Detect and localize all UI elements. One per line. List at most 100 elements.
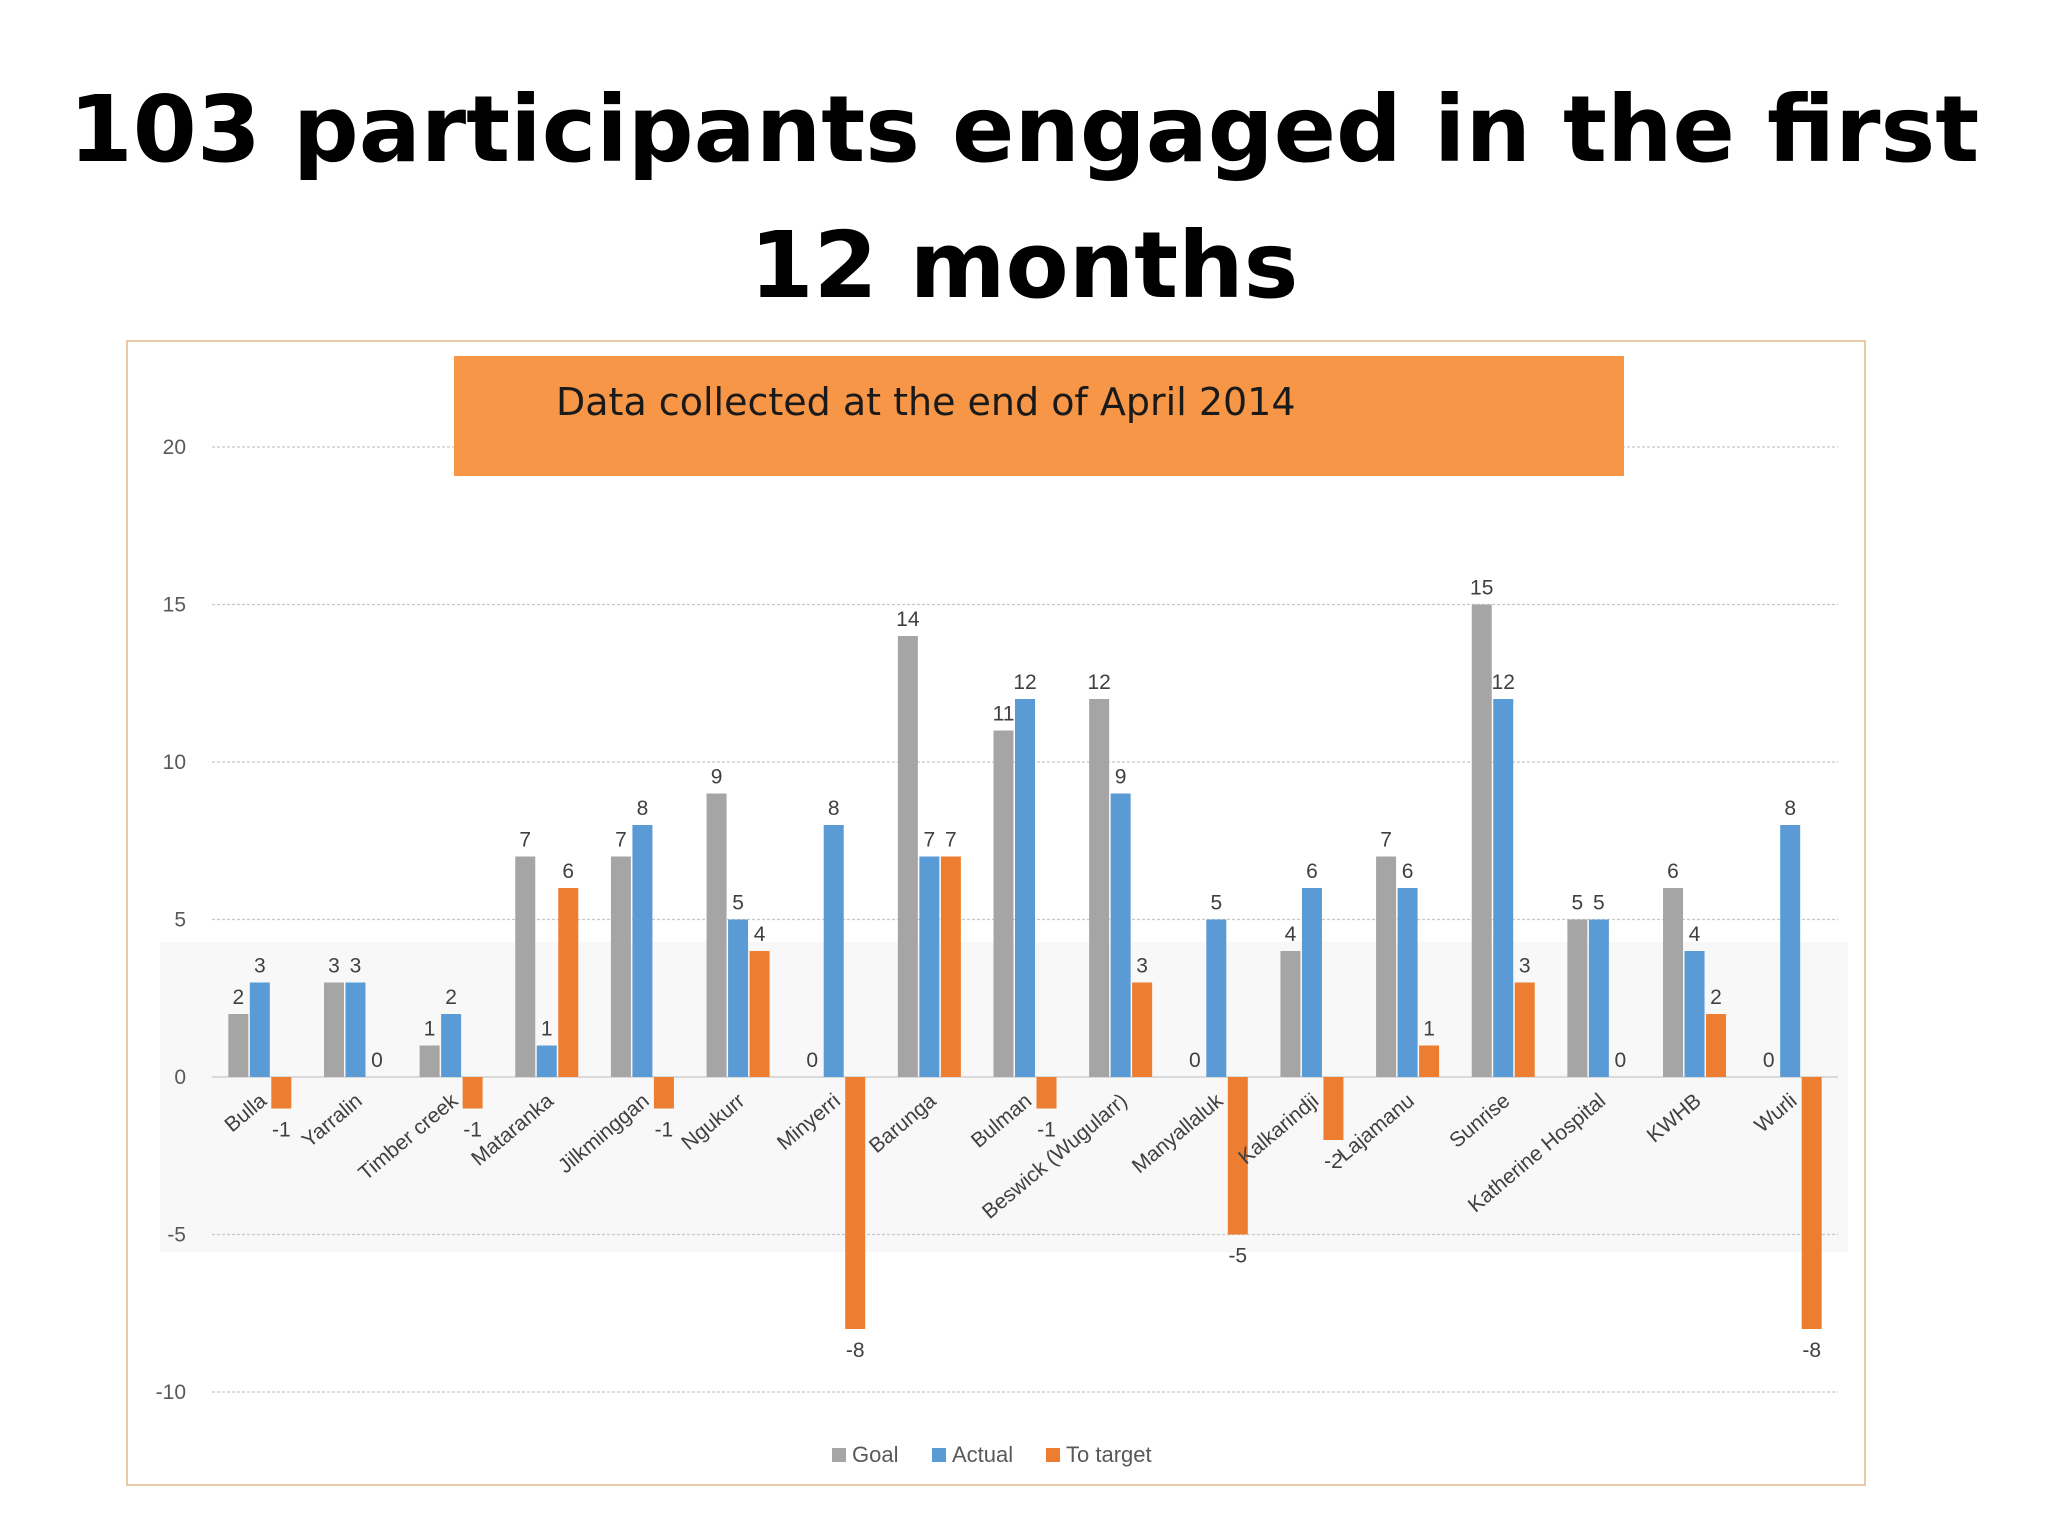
bar-to-target	[1323, 1077, 1344, 1140]
bar-actual	[728, 919, 749, 1077]
bar-to-target	[1706, 1014, 1727, 1077]
data-label: 12	[1087, 671, 1110, 694]
bar-to-target	[653, 1077, 674, 1109]
data-label: 2	[1710, 986, 1722, 1009]
bar-goal	[706, 793, 727, 1077]
data-label: 8	[637, 797, 649, 820]
data-label: 5	[1572, 892, 1584, 915]
data-label: 7	[924, 829, 936, 852]
banner-text: Data collected at the end of April 2014	[556, 380, 1296, 424]
legend-label-actual: Actual	[952, 1442, 1013, 1467]
data-label: -2	[1324, 1150, 1343, 1173]
data-label: 4	[1689, 923, 1701, 946]
bar-actual	[1780, 825, 1801, 1077]
data-label: 15	[1470, 577, 1493, 600]
bar-to-target	[1801, 1077, 1822, 1329]
bar-goal	[419, 1045, 440, 1077]
bar-actual	[1206, 919, 1227, 1077]
y-tick-label: -10	[156, 1381, 186, 1404]
legend-swatch-goal	[832, 1448, 846, 1462]
y-tick-label: 5	[174, 909, 186, 932]
data-label: -5	[1228, 1245, 1247, 1268]
bar-actual	[823, 825, 844, 1077]
data-label: -1	[272, 1119, 291, 1142]
bar-actual	[1110, 793, 1131, 1077]
y-tick-label: 0	[174, 1066, 186, 1089]
data-label: -8	[1802, 1339, 1821, 1362]
data-label: 6	[562, 860, 574, 883]
bar-goal	[1089, 699, 1110, 1077]
data-label: 0	[1189, 1049, 1201, 1072]
bar-to-target	[271, 1077, 292, 1109]
bar-actual	[536, 1045, 557, 1077]
data-label: 1	[424, 1018, 436, 1041]
bar-actual	[441, 1014, 462, 1077]
data-label: 2	[445, 986, 457, 1009]
data-label: 0	[1763, 1049, 1775, 1072]
data-label: 0	[371, 1049, 383, 1072]
data-label: 14	[896, 608, 920, 631]
bar-actual	[345, 982, 366, 1077]
bar-goal	[1567, 919, 1588, 1077]
data-label: 7	[519, 829, 531, 852]
slide-title: 103 participants engaged in the first 12…	[0, 62, 2048, 334]
legend-label-goal: Goal	[852, 1442, 898, 1467]
legend-label-to-target: To target	[1066, 1442, 1152, 1467]
data-label: 12	[1492, 671, 1515, 694]
slide-title-line-1: 103 participants engaged in the first	[68, 76, 1980, 183]
data-label: 9	[711, 766, 723, 789]
bar-actual	[1493, 699, 1514, 1077]
y-tick-label: 10	[163, 751, 186, 774]
data-label: 3	[328, 955, 340, 978]
data-label: 6	[1402, 860, 1414, 883]
data-label: 5	[732, 892, 744, 915]
y-tick-label: -5	[167, 1224, 186, 1247]
bar-to-target	[1227, 1077, 1248, 1235]
bar-to-target	[940, 856, 961, 1077]
data-label: 9	[1115, 766, 1127, 789]
data-label: 5	[1593, 892, 1605, 915]
data-label: 2	[232, 986, 244, 1009]
bar-actual	[1015, 699, 1035, 1077]
bar-goal	[993, 730, 1014, 1077]
data-label: 1	[1423, 1018, 1435, 1041]
chart-frame: 20 15 10 5 0 -5 -10 2 3 -1 3 3 0 1 2 -1 7 1 6 7 8 -1 9 5 4 0 8 -8 1…	[126, 340, 1866, 1486]
bar-to-target	[1514, 982, 1535, 1077]
data-label: -8	[846, 1339, 865, 1362]
y-tick-label: 15	[163, 594, 186, 617]
bar-to-target	[749, 951, 770, 1077]
bar-actual	[249, 982, 270, 1077]
bar-goal	[228, 1014, 249, 1077]
y-tick-label: 20	[163, 436, 186, 459]
data-label: 3	[254, 955, 266, 978]
legend-swatch-actual	[932, 1448, 946, 1462]
bar-actual	[1684, 951, 1705, 1077]
data-label: -1	[655, 1119, 674, 1142]
data-label: 8	[1784, 797, 1796, 820]
data-label: 5	[1210, 892, 1222, 915]
data-label: 12	[1013, 671, 1036, 694]
bar-actual	[1588, 919, 1609, 1077]
bar-actual	[1301, 888, 1322, 1077]
bar-goal	[1280, 951, 1301, 1077]
bar-goal	[1471, 604, 1492, 1077]
bar-goal	[1663, 888, 1684, 1077]
data-label: 0	[1615, 1049, 1627, 1072]
data-label: -1	[1037, 1119, 1056, 1142]
data-label: 3	[350, 955, 362, 978]
data-label: 4	[754, 923, 766, 946]
bar-actual	[919, 856, 940, 1077]
data-label: 7	[615, 829, 627, 852]
data-label: 3	[1136, 955, 1148, 978]
bar-to-target	[558, 888, 579, 1077]
data-label: 3	[1519, 955, 1531, 978]
bar-actual	[1397, 888, 1418, 1077]
legend-swatch-to-target	[1046, 1448, 1060, 1462]
bar-to-target	[1036, 1077, 1057, 1109]
data-label: -1	[463, 1119, 482, 1142]
data-label: 6	[1667, 860, 1679, 883]
data-label: 7	[1380, 829, 1392, 852]
data-label: 11	[993, 703, 1015, 726]
data-label: 0	[806, 1049, 818, 1072]
